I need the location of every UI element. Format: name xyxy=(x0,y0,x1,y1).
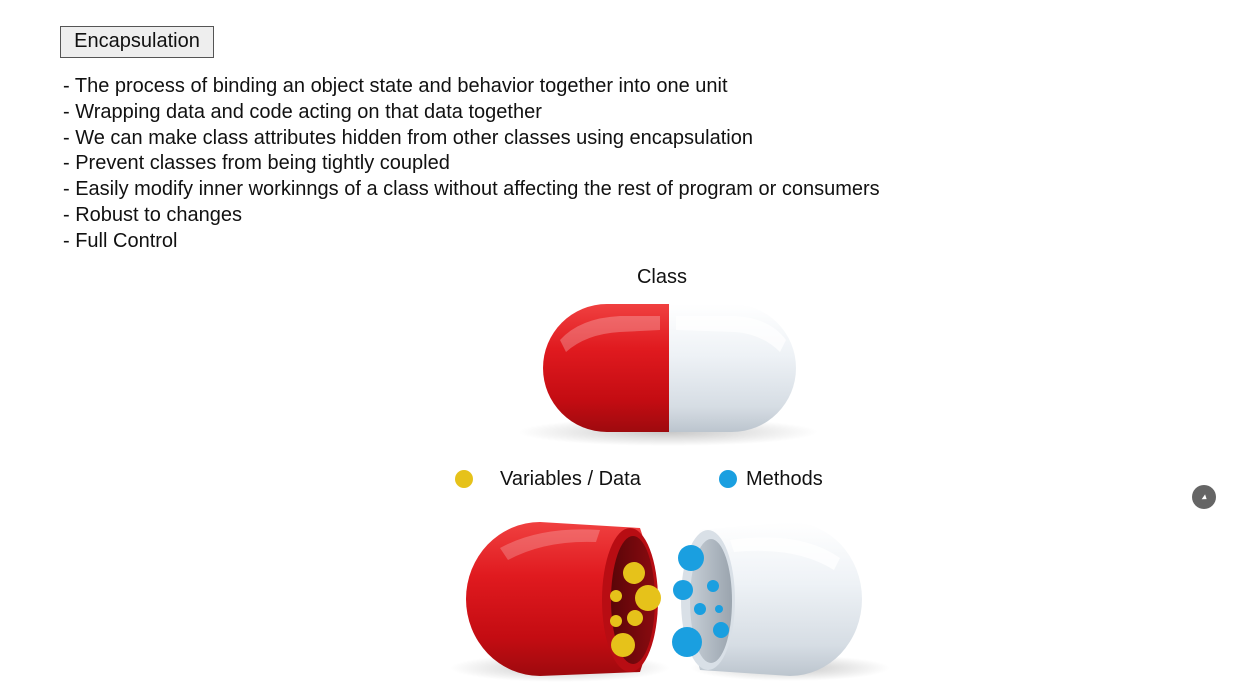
data-legend-dot xyxy=(455,470,473,488)
bullet-item: Wrapping data and code acting on that da… xyxy=(63,100,880,126)
closed-capsule xyxy=(518,304,818,446)
bullet-item: Robust to changes xyxy=(63,203,880,229)
pointer-cursor-icon xyxy=(1192,485,1216,509)
capsule-red-half xyxy=(543,304,669,432)
bullet-item: Full Control xyxy=(63,229,880,255)
bullet-item: Prevent classes from being tightly coupl… xyxy=(63,151,880,177)
data-legend-label: Variables / Data xyxy=(500,468,641,490)
bullet-item: Easily modify inner workinngs of a class… xyxy=(63,177,879,203)
class-label: Class xyxy=(636,266,687,288)
bullet-item: We can make class attributes hidden from… xyxy=(63,126,880,152)
bullet-list: The process of binding an object state a… xyxy=(63,74,880,255)
bullet-item: The process of binding an object state a… xyxy=(63,74,880,100)
methods-legend-dot xyxy=(719,470,737,488)
open-capsule-white xyxy=(681,522,890,681)
slide-title: Encapsulation xyxy=(60,26,214,58)
methods-legend-label: Methods xyxy=(746,468,823,490)
method-particles xyxy=(672,545,729,657)
data-particles xyxy=(610,562,661,657)
